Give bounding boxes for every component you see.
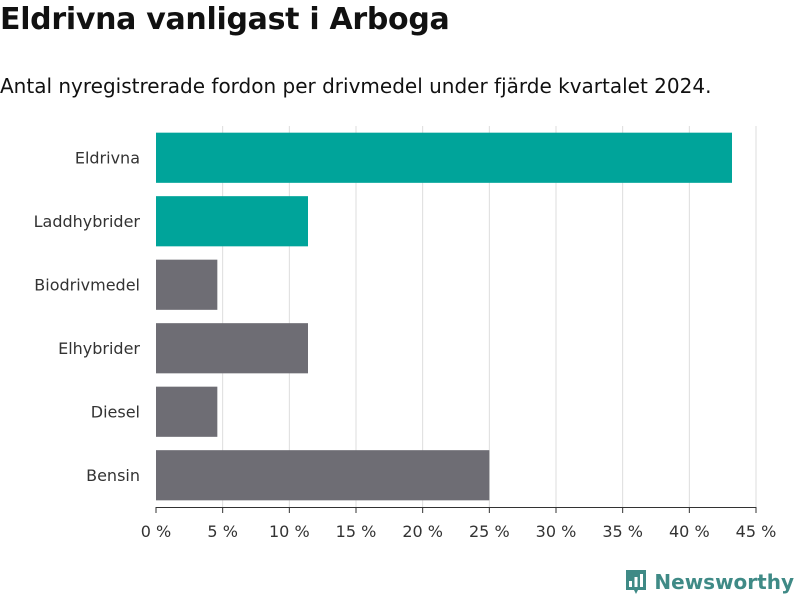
x-tick-label: 35 % (602, 522, 643, 541)
bar-laddhybrider (156, 196, 308, 247)
x-tick-label: 5 % (207, 522, 237, 541)
category-label: Diesel (91, 402, 140, 421)
bar-chart-logo-icon (626, 570, 647, 594)
bar-bensin (156, 450, 490, 501)
category-label: Laddhybrider (34, 212, 141, 231)
chart-subtitle: Antal nyregistrerade fordon per drivmede… (0, 74, 712, 98)
bar-elhybrider (156, 323, 308, 374)
bar-diesel (156, 386, 218, 437)
bar-biodrivmedel (156, 259, 218, 310)
x-tick-label: 0 % (141, 522, 171, 541)
x-tick-label: 20 % (402, 522, 443, 541)
x-tick-label: 10 % (269, 522, 310, 541)
x-tick-label: 15 % (336, 522, 377, 541)
category-label: Eldrivna (75, 148, 140, 167)
x-tick-label: 45 % (736, 522, 777, 541)
brand-name: Newsworthy (654, 570, 794, 594)
brand-logo: Newsworthy (624, 568, 794, 596)
chart-title: Eldrivna vanligast i Arboga (0, 2, 450, 37)
x-tick-label: 25 % (469, 522, 510, 541)
category-label: Bensin (86, 466, 140, 485)
bar-eldrivna (156, 132, 732, 183)
category-label: Biodrivmedel (34, 275, 140, 294)
x-tick-label: 40 % (669, 522, 710, 541)
category-label: Elhybrider (58, 339, 140, 358)
x-tick-label: 30 % (536, 522, 577, 541)
